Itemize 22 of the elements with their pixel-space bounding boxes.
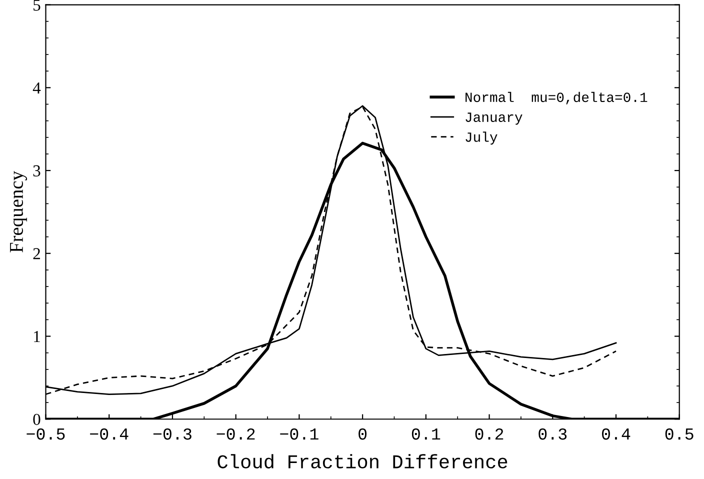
y-tick-label: 0 xyxy=(33,414,40,426)
y-tick-label: 4 xyxy=(32,82,41,94)
x-tick-label: −0.1 xyxy=(280,428,318,440)
y-tick-label: 3 xyxy=(33,165,40,176)
x-tick-label: 0.5 xyxy=(665,428,694,440)
y-tick-label: 2 xyxy=(33,248,40,260)
x-tick-label: −0.2 xyxy=(216,428,255,440)
x-tick-label: 0.3 xyxy=(538,428,567,440)
legend-label: Normal mu=0,delta=0.1 xyxy=(466,92,648,104)
y-tick-label: 1 xyxy=(34,331,40,342)
legend-label: July xyxy=(466,132,498,145)
legend-label: January xyxy=(466,112,522,125)
y-axis-title: Frequency xyxy=(10,171,28,252)
x-tick-label: 0 xyxy=(358,428,367,440)
x-tick-label: 0.1 xyxy=(412,428,440,440)
x-axis-title: Cloud Fraction Difference xyxy=(218,454,508,468)
y-tick-label: 5 xyxy=(34,0,40,11)
x-tick-label: 0.2 xyxy=(475,428,504,440)
x-tick-label: 0.4 xyxy=(602,428,630,440)
x-tick-label: −0.3 xyxy=(153,428,192,440)
x-tick-label: −0.4 xyxy=(90,428,128,440)
x-tick-label: −0.5 xyxy=(26,428,65,440)
